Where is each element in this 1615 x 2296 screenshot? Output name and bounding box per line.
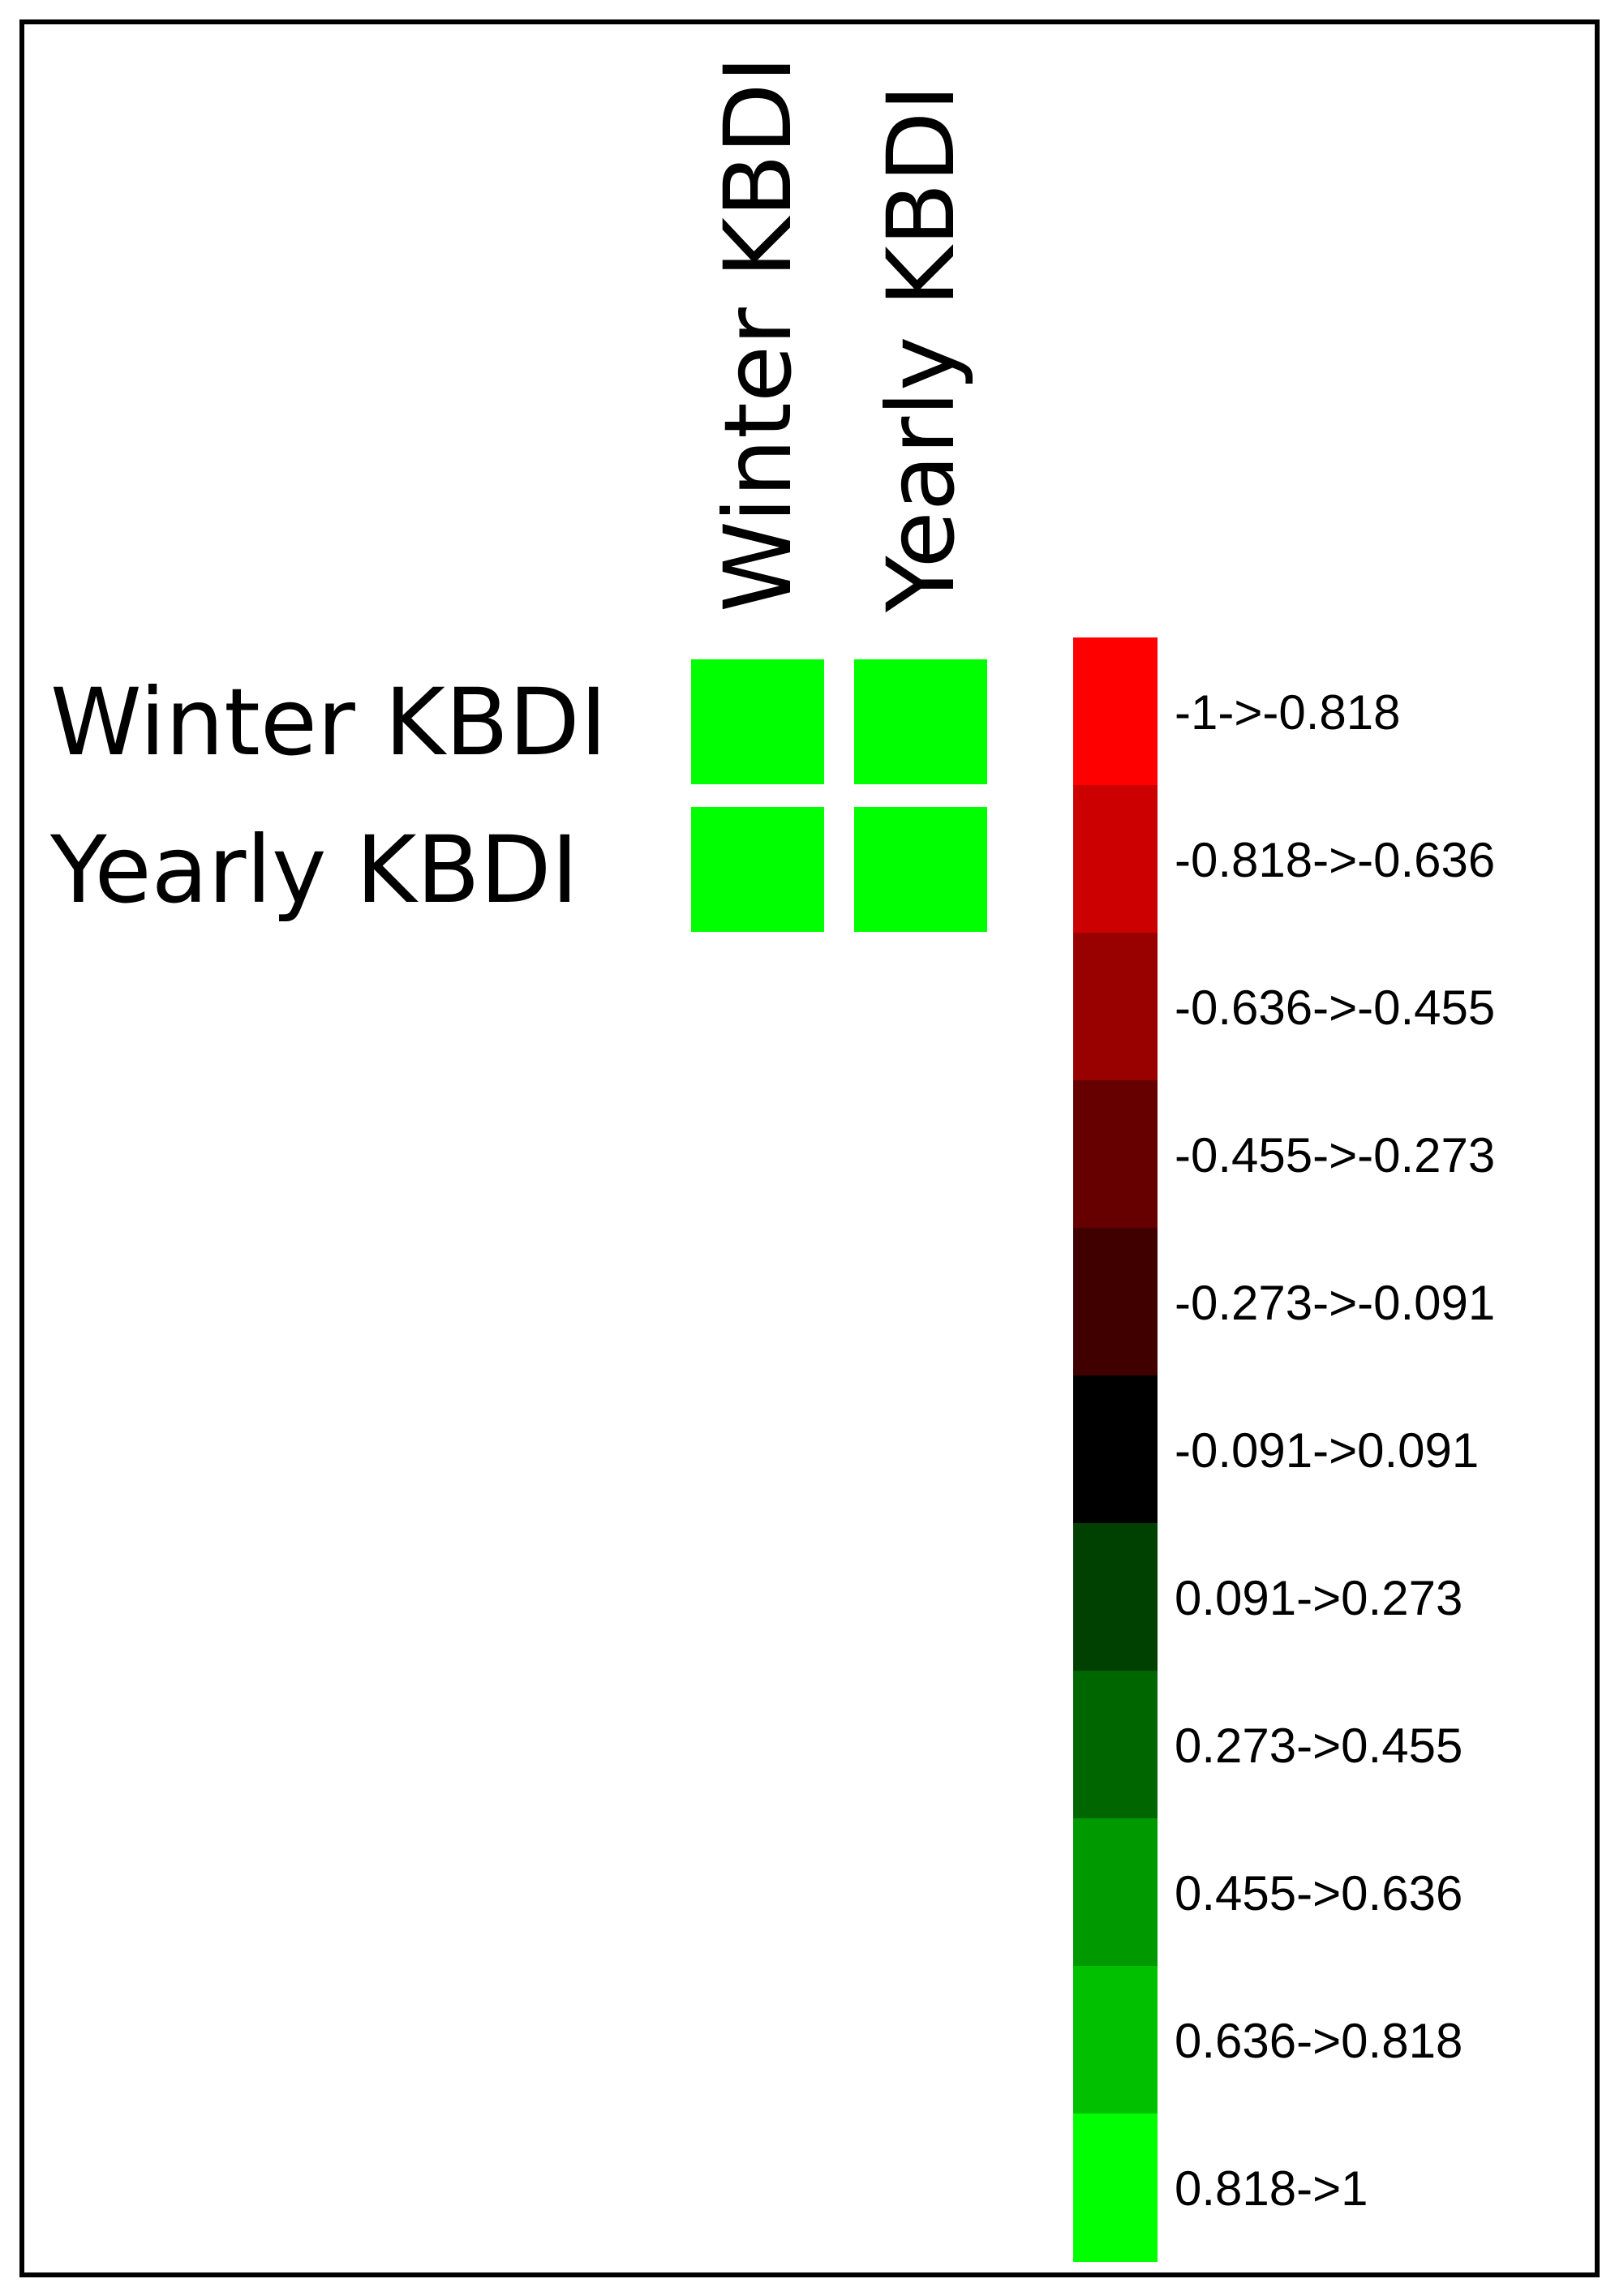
figure-frame bbox=[19, 19, 1600, 2277]
heatmap-cell bbox=[691, 659, 824, 784]
heatmap-cells bbox=[691, 659, 987, 932]
legend-swatch bbox=[1073, 1523, 1158, 1672]
color-legend: -1->-0.818 -0.818->-0.636 -0.636->-0.455 -0… bbox=[1073, 637, 1495, 2262]
legend-label: -1->-0.818 bbox=[1175, 685, 1401, 740]
column-label: Winter KBDI bbox=[704, 56, 812, 612]
legend-swatch bbox=[1073, 1818, 1158, 1967]
legend-swatch bbox=[1073, 785, 1158, 933]
legend-swatch bbox=[1073, 1671, 1158, 1819]
legend-label: -0.818->-0.636 bbox=[1175, 833, 1495, 887]
heatmap-cell bbox=[691, 807, 824, 932]
legend-swatch bbox=[1073, 1080, 1158, 1229]
legend-label: -0.636->-0.455 bbox=[1175, 981, 1495, 1035]
legend-label: 0.273->0.455 bbox=[1175, 1719, 1463, 1773]
legend-swatch bbox=[1073, 933, 1158, 1081]
legend-label: -0.273->-0.091 bbox=[1175, 1276, 1495, 1330]
column-labels: Winter KBDI Yearly KBDI bbox=[704, 56, 975, 613]
column-label: Yearly KBDI bbox=[867, 84, 975, 613]
legend-label: 0.636->0.818 bbox=[1175, 2014, 1463, 2068]
legend-swatch bbox=[1073, 637, 1158, 786]
legend-label: 0.455->0.636 bbox=[1175, 1866, 1463, 1920]
legend-label: 0.091->0.273 bbox=[1175, 1571, 1463, 1625]
row-labels: Winter KBDI Yearly KBDI bbox=[49, 668, 607, 924]
row-label: Winter KBDI bbox=[50, 668, 607, 776]
legend-label: -0.455->-0.273 bbox=[1175, 1128, 1495, 1182]
heatmap-cell bbox=[854, 807, 987, 932]
row-label: Yearly KBDI bbox=[49, 816, 578, 924]
legend-swatch bbox=[1073, 1966, 1158, 2114]
legend-label: -0.091->0.091 bbox=[1175, 1423, 1479, 1478]
legend-swatch bbox=[1073, 1228, 1158, 1376]
legend-swatch bbox=[1073, 2114, 1158, 2262]
legend-swatch bbox=[1073, 1375, 1158, 1524]
legend-label: 0.818->1 bbox=[1175, 2161, 1368, 2216]
heatmap-cell bbox=[854, 659, 987, 784]
